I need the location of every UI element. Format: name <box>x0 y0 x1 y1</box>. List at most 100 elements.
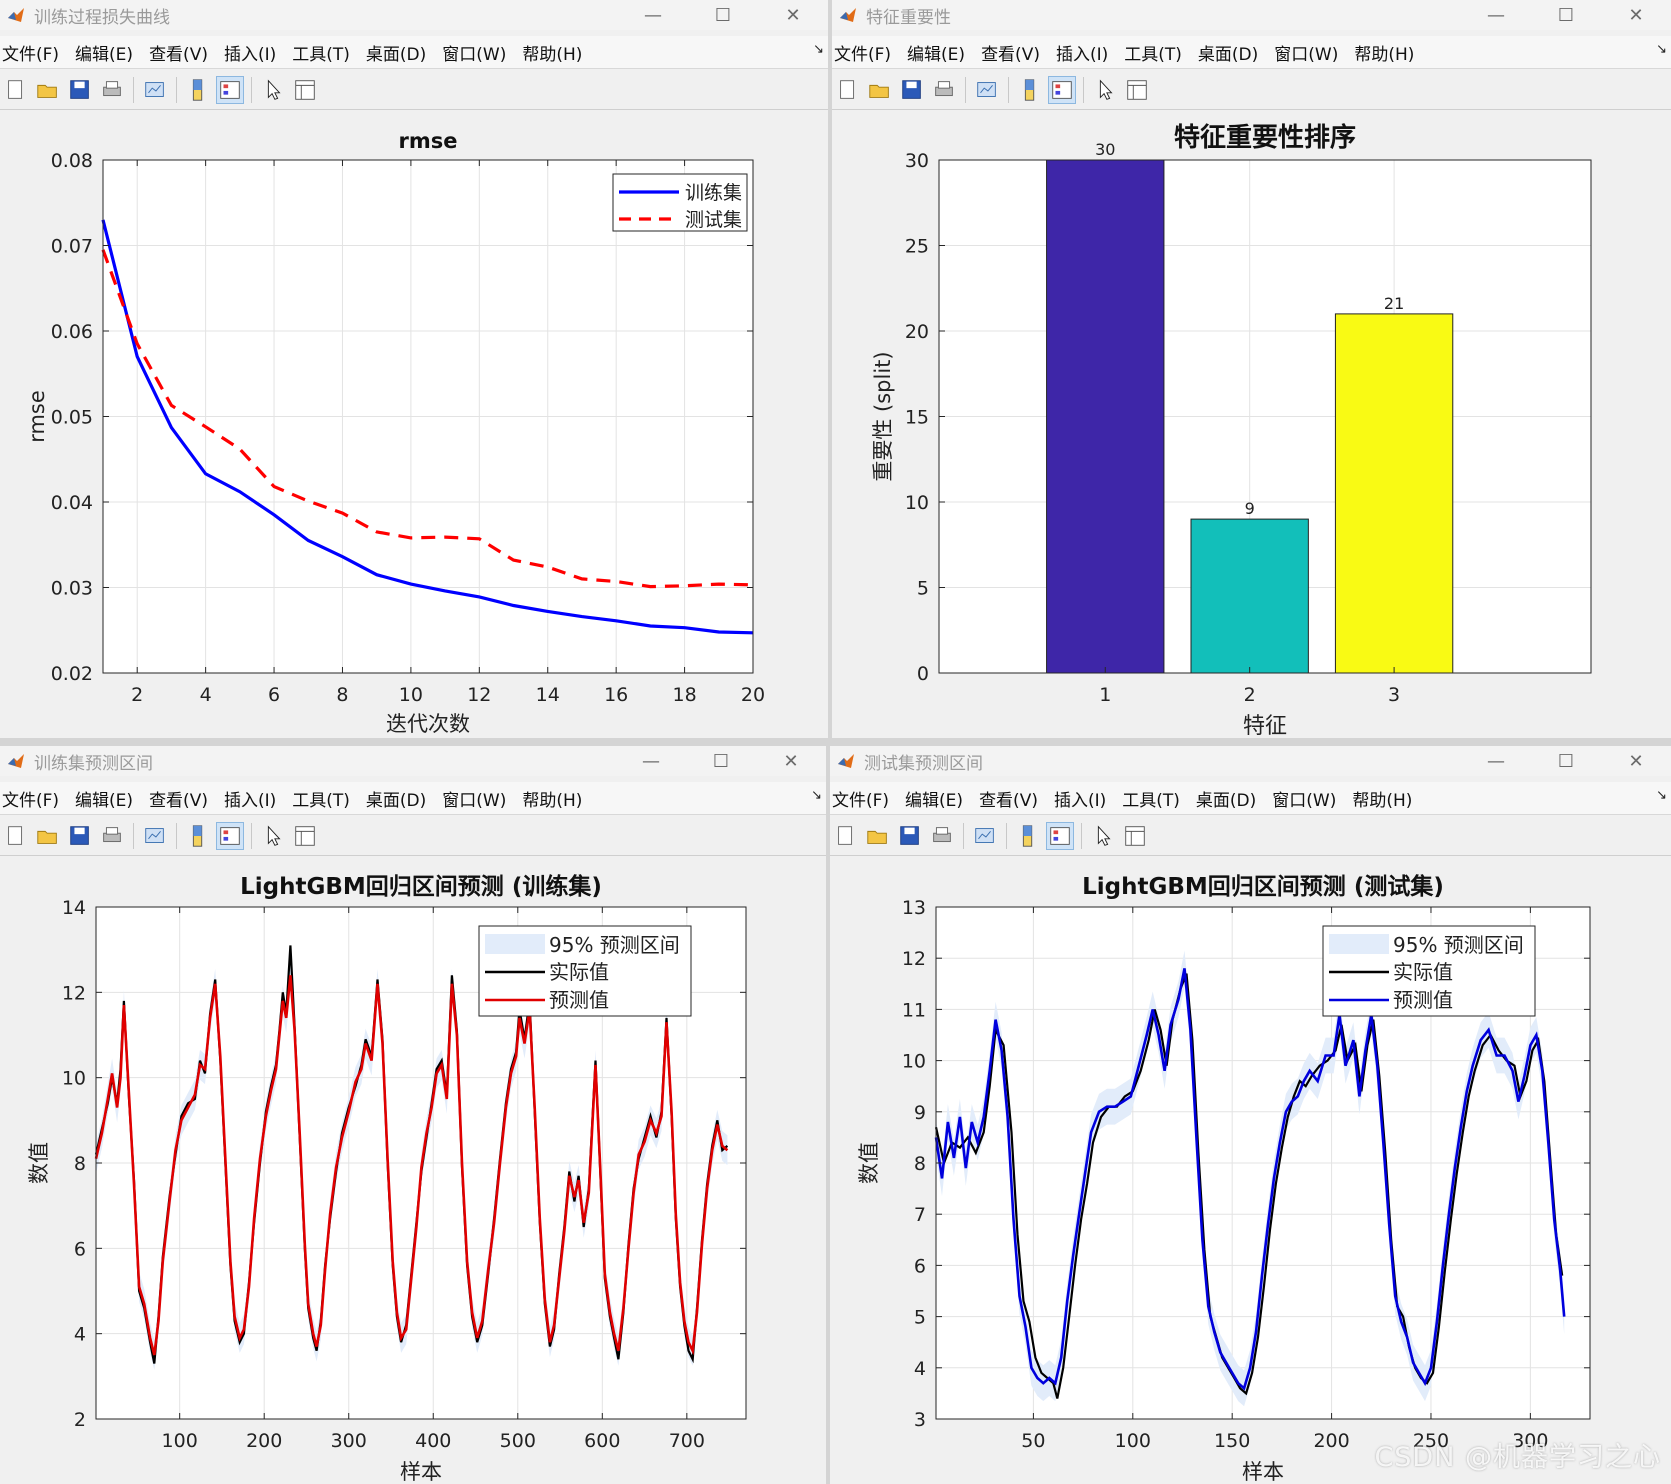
title-bar[interactable]: 测试集预测区间 — ☐ ✕ <box>830 746 1671 776</box>
link-plot-icon[interactable] <box>141 822 169 850</box>
x-tick-label: 14 <box>536 684 560 706</box>
link-plot-icon[interactable] <box>971 822 999 850</box>
close-button[interactable]: ✕ <box>783 750 799 772</box>
menu-view[interactable]: 查看(V) <box>149 790 208 811</box>
menu-insert[interactable]: 插入(I) <box>1053 790 1107 811</box>
save-icon[interactable] <box>66 76 94 104</box>
menu-insert[interactable]: 插入(I) <box>1055 44 1109 65</box>
x-tick-label: 6 <box>268 684 280 706</box>
menu-window[interactable]: 窗口(W) <box>1272 790 1337 811</box>
colorbar-icon[interactable] <box>1014 822 1042 850</box>
dock-arrow-icon[interactable]: ↘ <box>811 788 822 803</box>
menu-view[interactable]: 查看(V) <box>981 44 1040 65</box>
legend-swatch-band <box>1329 934 1389 954</box>
title-bar[interactable]: 特征重要性 — ☐ ✕ <box>832 0 1671 30</box>
menu-insert[interactable]: 插入(I) <box>223 790 277 811</box>
menu-help[interactable]: 帮助(H) <box>522 790 583 811</box>
save-icon[interactable] <box>896 822 924 850</box>
plot-area: 50 100 150 200 250 300 3 4 5 6 7 8 9 10 11 12 13 LightGBM… <box>830 856 1671 1484</box>
menu-edit[interactable]: 编辑(E) <box>907 44 966 65</box>
legend-icon[interactable] <box>1048 76 1076 104</box>
menu-desktop[interactable]: 桌面(D) <box>365 44 427 65</box>
menu-insert[interactable]: 插入(I) <box>223 44 277 65</box>
close-button[interactable]: ✕ <box>785 4 801 26</box>
menu-help[interactable]: 帮助(H) <box>1354 44 1415 65</box>
menu-edit[interactable]: 编辑(E) <box>905 790 964 811</box>
dock-arrow-icon[interactable]: ↘ <box>1656 788 1667 803</box>
menu-help[interactable]: 帮助(H) <box>1352 790 1413 811</box>
menu-tools[interactable]: 工具(T) <box>1124 44 1182 65</box>
title-bar[interactable]: 训练集预测区间 — ☐ ✕ <box>0 746 826 776</box>
chart-title: rmse <box>399 129 458 153</box>
menu-edit[interactable]: 编辑(E) <box>75 44 134 65</box>
maximize-button[interactable]: ☐ <box>712 750 730 772</box>
menu-edit[interactable]: 编辑(E) <box>75 790 134 811</box>
menu-view[interactable]: 查看(V) <box>149 44 208 65</box>
property-inspector-icon[interactable] <box>1123 76 1151 104</box>
y-axis-label: 数值 <box>27 1142 51 1184</box>
legend-icon[interactable] <box>216 822 244 850</box>
colorbar-icon[interactable] <box>184 822 212 850</box>
colorbar-icon[interactable] <box>1016 76 1044 104</box>
menu-desktop[interactable]: 桌面(D) <box>1195 790 1257 811</box>
pointer-icon[interactable] <box>259 76 287 104</box>
dock-arrow-icon[interactable]: ↘ <box>813 42 824 57</box>
minimize-button[interactable]: — <box>644 4 662 26</box>
menu-file[interactable]: 文件(F) <box>2 44 60 65</box>
new-file-icon[interactable] <box>2 76 30 104</box>
property-inspector-icon[interactable] <box>291 76 319 104</box>
minimize-button[interactable]: — <box>1487 4 1505 26</box>
y-axis-label: 重要性 (split) <box>871 351 895 481</box>
y-tick-label: 0.04 <box>51 492 93 514</box>
save-icon[interactable] <box>898 76 926 104</box>
minimize-button[interactable]: — <box>1487 750 1505 772</box>
print-icon[interactable] <box>98 822 126 850</box>
legend-icon[interactable] <box>216 76 244 104</box>
link-plot-icon[interactable] <box>141 76 169 104</box>
menu-tools[interactable]: 工具(T) <box>292 44 350 65</box>
property-inspector-icon[interactable] <box>1121 822 1149 850</box>
open-folder-icon[interactable] <box>864 822 892 850</box>
print-icon[interactable] <box>930 76 958 104</box>
maximize-button[interactable]: ☐ <box>1557 750 1575 772</box>
open-folder-icon[interactable] <box>34 76 62 104</box>
open-folder-icon[interactable] <box>34 822 62 850</box>
menu-file[interactable]: 文件(F) <box>832 790 890 811</box>
save-icon[interactable] <box>66 822 94 850</box>
menu-view[interactable]: 查看(V) <box>979 790 1038 811</box>
menu-desktop[interactable]: 桌面(D) <box>1197 44 1259 65</box>
figure-window-test-interval: 测试集预测区间 — ☐ ✕ 文件(F) 编辑(E) 查看(V) 插入(I) 工具… <box>830 746 1671 1484</box>
colorbar-icon[interactable] <box>184 76 212 104</box>
pointer-icon[interactable] <box>1091 76 1119 104</box>
new-file-icon[interactable] <box>832 822 860 850</box>
minimize-button[interactable]: — <box>642 750 660 772</box>
title-bar[interactable]: 训练过程损失曲线 — ☐ ✕ <box>0 0 828 30</box>
dock-arrow-icon[interactable]: ↘ <box>1656 42 1667 57</box>
menu-tools[interactable]: 工具(T) <box>1122 790 1180 811</box>
print-icon[interactable] <box>928 822 956 850</box>
pointer-icon[interactable] <box>1089 822 1117 850</box>
x-tick-label: 18 <box>672 684 696 706</box>
close-button[interactable]: ✕ <box>1628 4 1644 26</box>
toolbar-separator <box>176 823 177 849</box>
close-button[interactable]: ✕ <box>1628 750 1644 772</box>
maximize-button[interactable]: ☐ <box>1557 4 1575 26</box>
property-inspector-icon[interactable] <box>291 822 319 850</box>
maximize-button[interactable]: ☐ <box>714 4 732 26</box>
legend-icon[interactable] <box>1046 822 1074 850</box>
menu-window[interactable]: 窗口(W) <box>442 44 507 65</box>
menu-file[interactable]: 文件(F) <box>834 44 892 65</box>
menu-file[interactable]: 文件(F) <box>2 790 60 811</box>
menu-desktop[interactable]: 桌面(D) <box>365 790 427 811</box>
menu-bar: 文件(F) 编辑(E) 查看(V) 插入(I) 工具(T) 桌面(D) 窗口(W… <box>0 782 826 815</box>
link-plot-icon[interactable] <box>973 76 1001 104</box>
new-file-icon[interactable] <box>2 822 30 850</box>
pointer-icon[interactable] <box>259 822 287 850</box>
new-file-icon[interactable] <box>834 76 862 104</box>
menu-window[interactable]: 窗口(W) <box>442 790 507 811</box>
menu-window[interactable]: 窗口(W) <box>1274 44 1339 65</box>
menu-tools[interactable]: 工具(T) <box>292 790 350 811</box>
menu-help[interactable]: 帮助(H) <box>522 44 583 65</box>
print-icon[interactable] <box>98 76 126 104</box>
open-folder-icon[interactable] <box>866 76 894 104</box>
